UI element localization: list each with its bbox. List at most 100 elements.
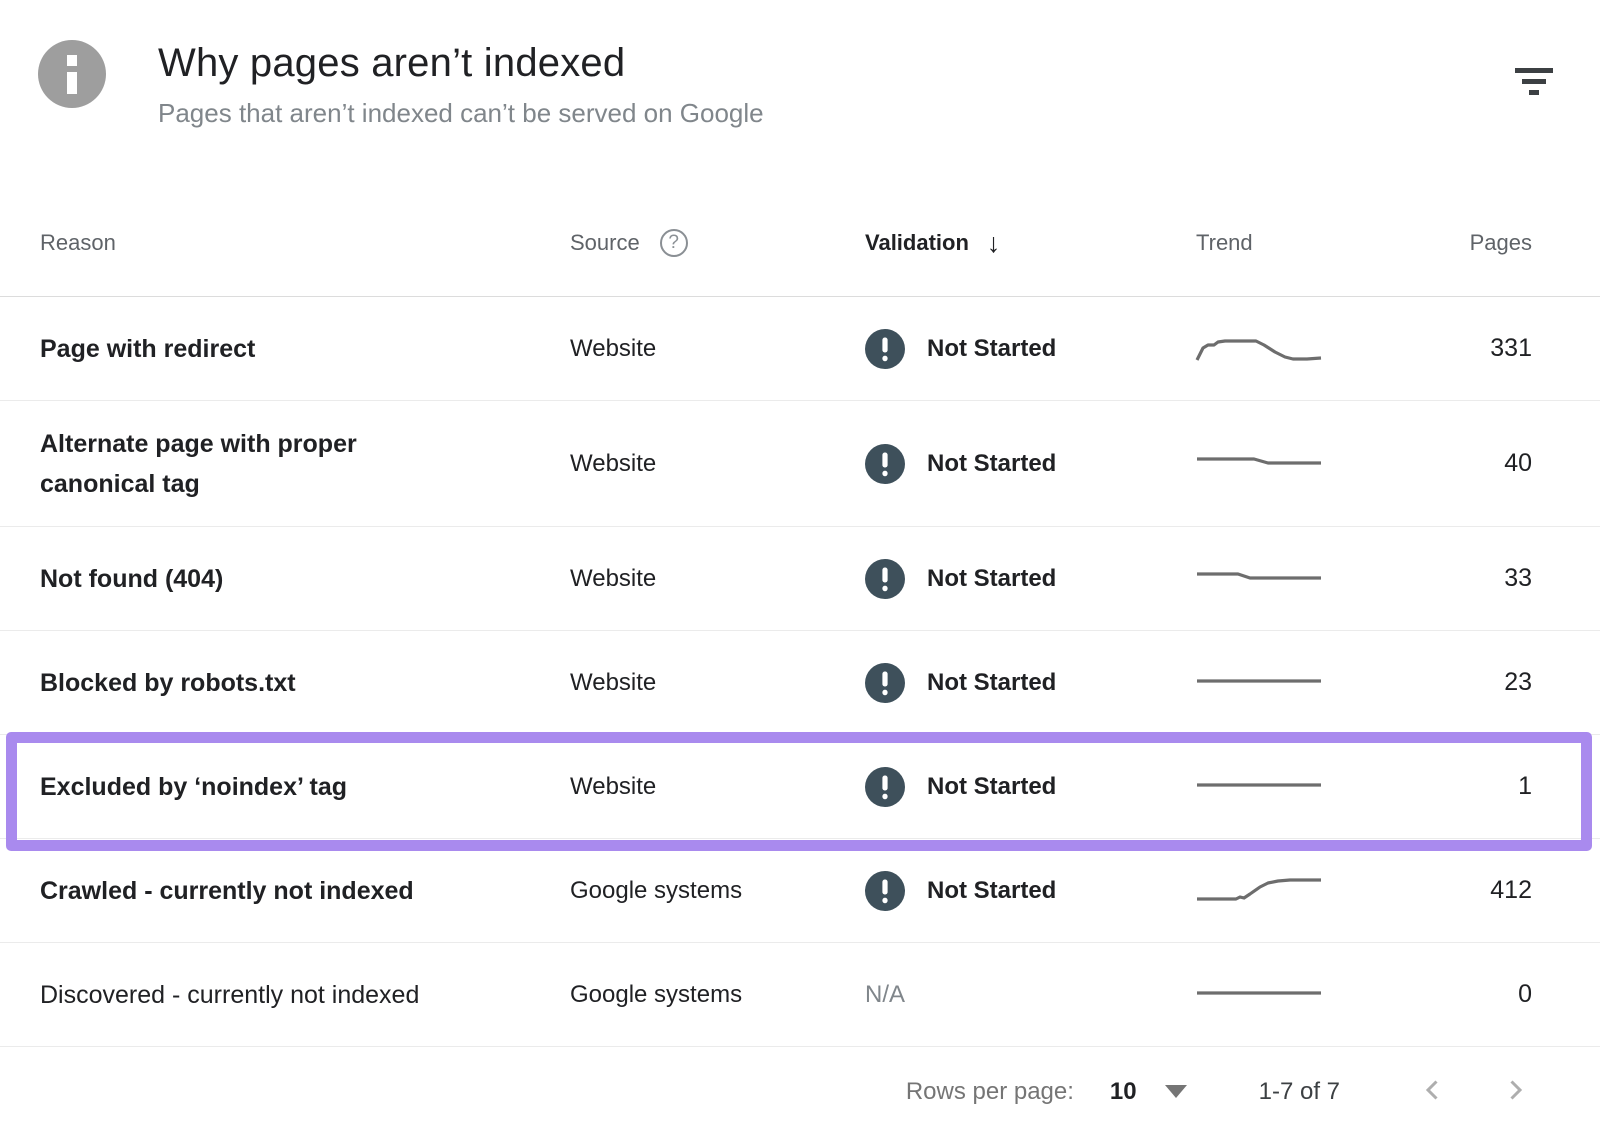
validation-alert-icon — [865, 558, 905, 599]
source-label: Google systems — [570, 980, 743, 1008]
trend-sparkline — [1197, 877, 1321, 901]
trend-sparkline — [1197, 678, 1321, 683]
pagination-range-label: 1-7 of 7 — [1258, 1077, 1340, 1105]
validation-alert-icon — [865, 870, 905, 911]
validation-cell: Not Started — [865, 870, 1172, 911]
trend-cell — [1172, 448, 1422, 480]
filter-button[interactable] — [1510, 64, 1558, 102]
validation-status-label: Not Started — [927, 334, 1057, 362]
table-row[interactable]: Page with redirect Website Not Started 3… — [0, 297, 1600, 401]
trend-cell — [1172, 771, 1422, 803]
table-row[interactable]: Discovered - currently not indexed Googl… — [0, 943, 1600, 1047]
validation-alert-icon — [865, 328, 905, 369]
source-cell: Google systems — [570, 981, 865, 1009]
pages-count: 331 — [1490, 334, 1532, 362]
validation-status-label: Not Started — [927, 668, 1057, 696]
source-label: Website — [570, 668, 657, 696]
source-label: Website — [570, 334, 657, 362]
panel-header: Why pages aren’t indexed Pages that aren… — [0, 0, 1600, 160]
pagination-bar: Rows per page: 10 1-7 of 7 — [0, 1047, 1600, 1136]
column-header-source: Source ? — [570, 229, 865, 257]
rows-per-page-value: 10 — [1109, 1077, 1137, 1105]
table-row[interactable]: Not found (404) Website Not Started 33 — [0, 527, 1600, 631]
reason-cell: Discovered - currently not indexed — [40, 975, 570, 1015]
trend-sparkline — [1197, 990, 1321, 995]
column-header-pages-label: Pages — [1469, 230, 1532, 255]
trend-sparkline — [1197, 782, 1321, 787]
column-header-trend-label: Trend — [1196, 230, 1253, 255]
trend-sparkline — [1197, 456, 1321, 465]
reason-label: Excluded by ‘noindex’ tag — [40, 772, 348, 801]
rows-per-page-label: Rows per page: — [905, 1077, 1074, 1105]
validation-status-label: Not Started — [927, 564, 1057, 592]
validation-status-label: Not Started — [927, 876, 1057, 904]
validation-cell: Not Started — [865, 662, 1172, 703]
reason-cell: Excluded by ‘noindex’ tag — [40, 767, 570, 807]
reason-label: Alternate page with proper canonical tag — [40, 429, 357, 498]
validation-cell: Not Started — [865, 328, 1172, 369]
reason-cell: Alternate page with proper canonical tag — [40, 424, 570, 504]
validation-cell: Not Started — [865, 766, 1172, 807]
source-help-icon[interactable]: ? — [659, 229, 688, 257]
rows-per-page-select[interactable]: 10 — [1110, 1078, 1187, 1106]
column-header-trend: Trend — [1172, 230, 1422, 256]
validation-status-label: Not Started — [927, 449, 1057, 477]
table-row[interactable]: Excluded by ‘noindex’ tag Website Not St… — [0, 735, 1600, 839]
pages-count: 33 — [1504, 564, 1532, 592]
trend-cell — [1172, 875, 1422, 907]
reason-label: Discovered - currently not indexed — [40, 980, 420, 1009]
reason-label: Not found (404) — [40, 564, 224, 593]
column-header-source-label: Source — [570, 230, 640, 255]
column-header-pages: Pages — [1422, 230, 1532, 256]
source-cell: Website — [570, 335, 865, 363]
dropdown-caret-icon — [1164, 1085, 1187, 1098]
table-row[interactable]: Blocked by robots.txt Website Not Starte… — [0, 631, 1600, 735]
source-cell: Google systems — [570, 877, 865, 905]
reason-label: Blocked by robots.txt — [40, 668, 296, 697]
pages-count: 23 — [1504, 668, 1532, 696]
next-page-button[interactable] — [1500, 1075, 1530, 1108]
source-cell: Website — [570, 773, 865, 801]
column-header-reason: Reason — [40, 230, 570, 256]
chevron-left-icon — [1425, 1080, 1438, 1100]
validation-cell: N/A — [865, 981, 1172, 1009]
column-header-reason-label: Reason — [40, 230, 116, 255]
reason-cell: Page with redirect — [40, 329, 570, 369]
page-subtitle: Pages that aren’t indexed can’t be serve… — [158, 98, 764, 128]
source-label: Website — [570, 772, 657, 800]
previous-page-button[interactable] — [1418, 1075, 1448, 1108]
trend-sparkline — [1197, 571, 1321, 580]
trend-sparkline — [1195, 338, 1322, 361]
table-header: Reason Source ? Validation ↓ Trend Pages — [0, 160, 1600, 297]
source-cell: Website — [570, 669, 865, 697]
source-cell: Website — [570, 450, 865, 478]
trend-cell — [1172, 563, 1422, 595]
table-body: Page with redirect Website Not Started 3… — [0, 297, 1600, 1047]
reason-cell: Not found (404) — [40, 559, 570, 599]
column-header-validation[interactable]: Validation ↓ — [865, 228, 1172, 259]
reason-label: Page with redirect — [40, 334, 256, 363]
pages-count: 1 — [1518, 772, 1532, 800]
validation-alert-icon — [865, 766, 905, 807]
trend-cell — [1172, 333, 1422, 365]
help-glyph: ? — [668, 232, 679, 253]
reason-label: Crawled - currently not indexed — [40, 876, 414, 905]
column-header-validation-label: Validation — [865, 230, 969, 255]
reason-cell: Crawled - currently not indexed — [40, 871, 570, 911]
validation-alert-icon — [865, 662, 905, 703]
table-row[interactable]: Crawled - currently not indexed Google s… — [0, 839, 1600, 943]
source-label: Website — [570, 449, 657, 477]
source-label: Google systems — [570, 876, 743, 904]
trend-cell — [1172, 979, 1422, 1011]
page-title: Why pages aren’t indexed — [158, 41, 626, 85]
chevron-right-icon — [1510, 1080, 1523, 1100]
validation-status-label: N/A — [865, 980, 906, 1008]
source-cell: Website — [570, 565, 865, 593]
validation-status-label: Not Started — [927, 772, 1057, 800]
table-row[interactable]: Alternate page with proper canonical tag… — [0, 401, 1600, 527]
source-label: Website — [570, 564, 657, 592]
pages-count: 412 — [1490, 876, 1532, 904]
pages-count: 40 — [1504, 449, 1532, 477]
validation-alert-icon — [865, 443, 905, 484]
